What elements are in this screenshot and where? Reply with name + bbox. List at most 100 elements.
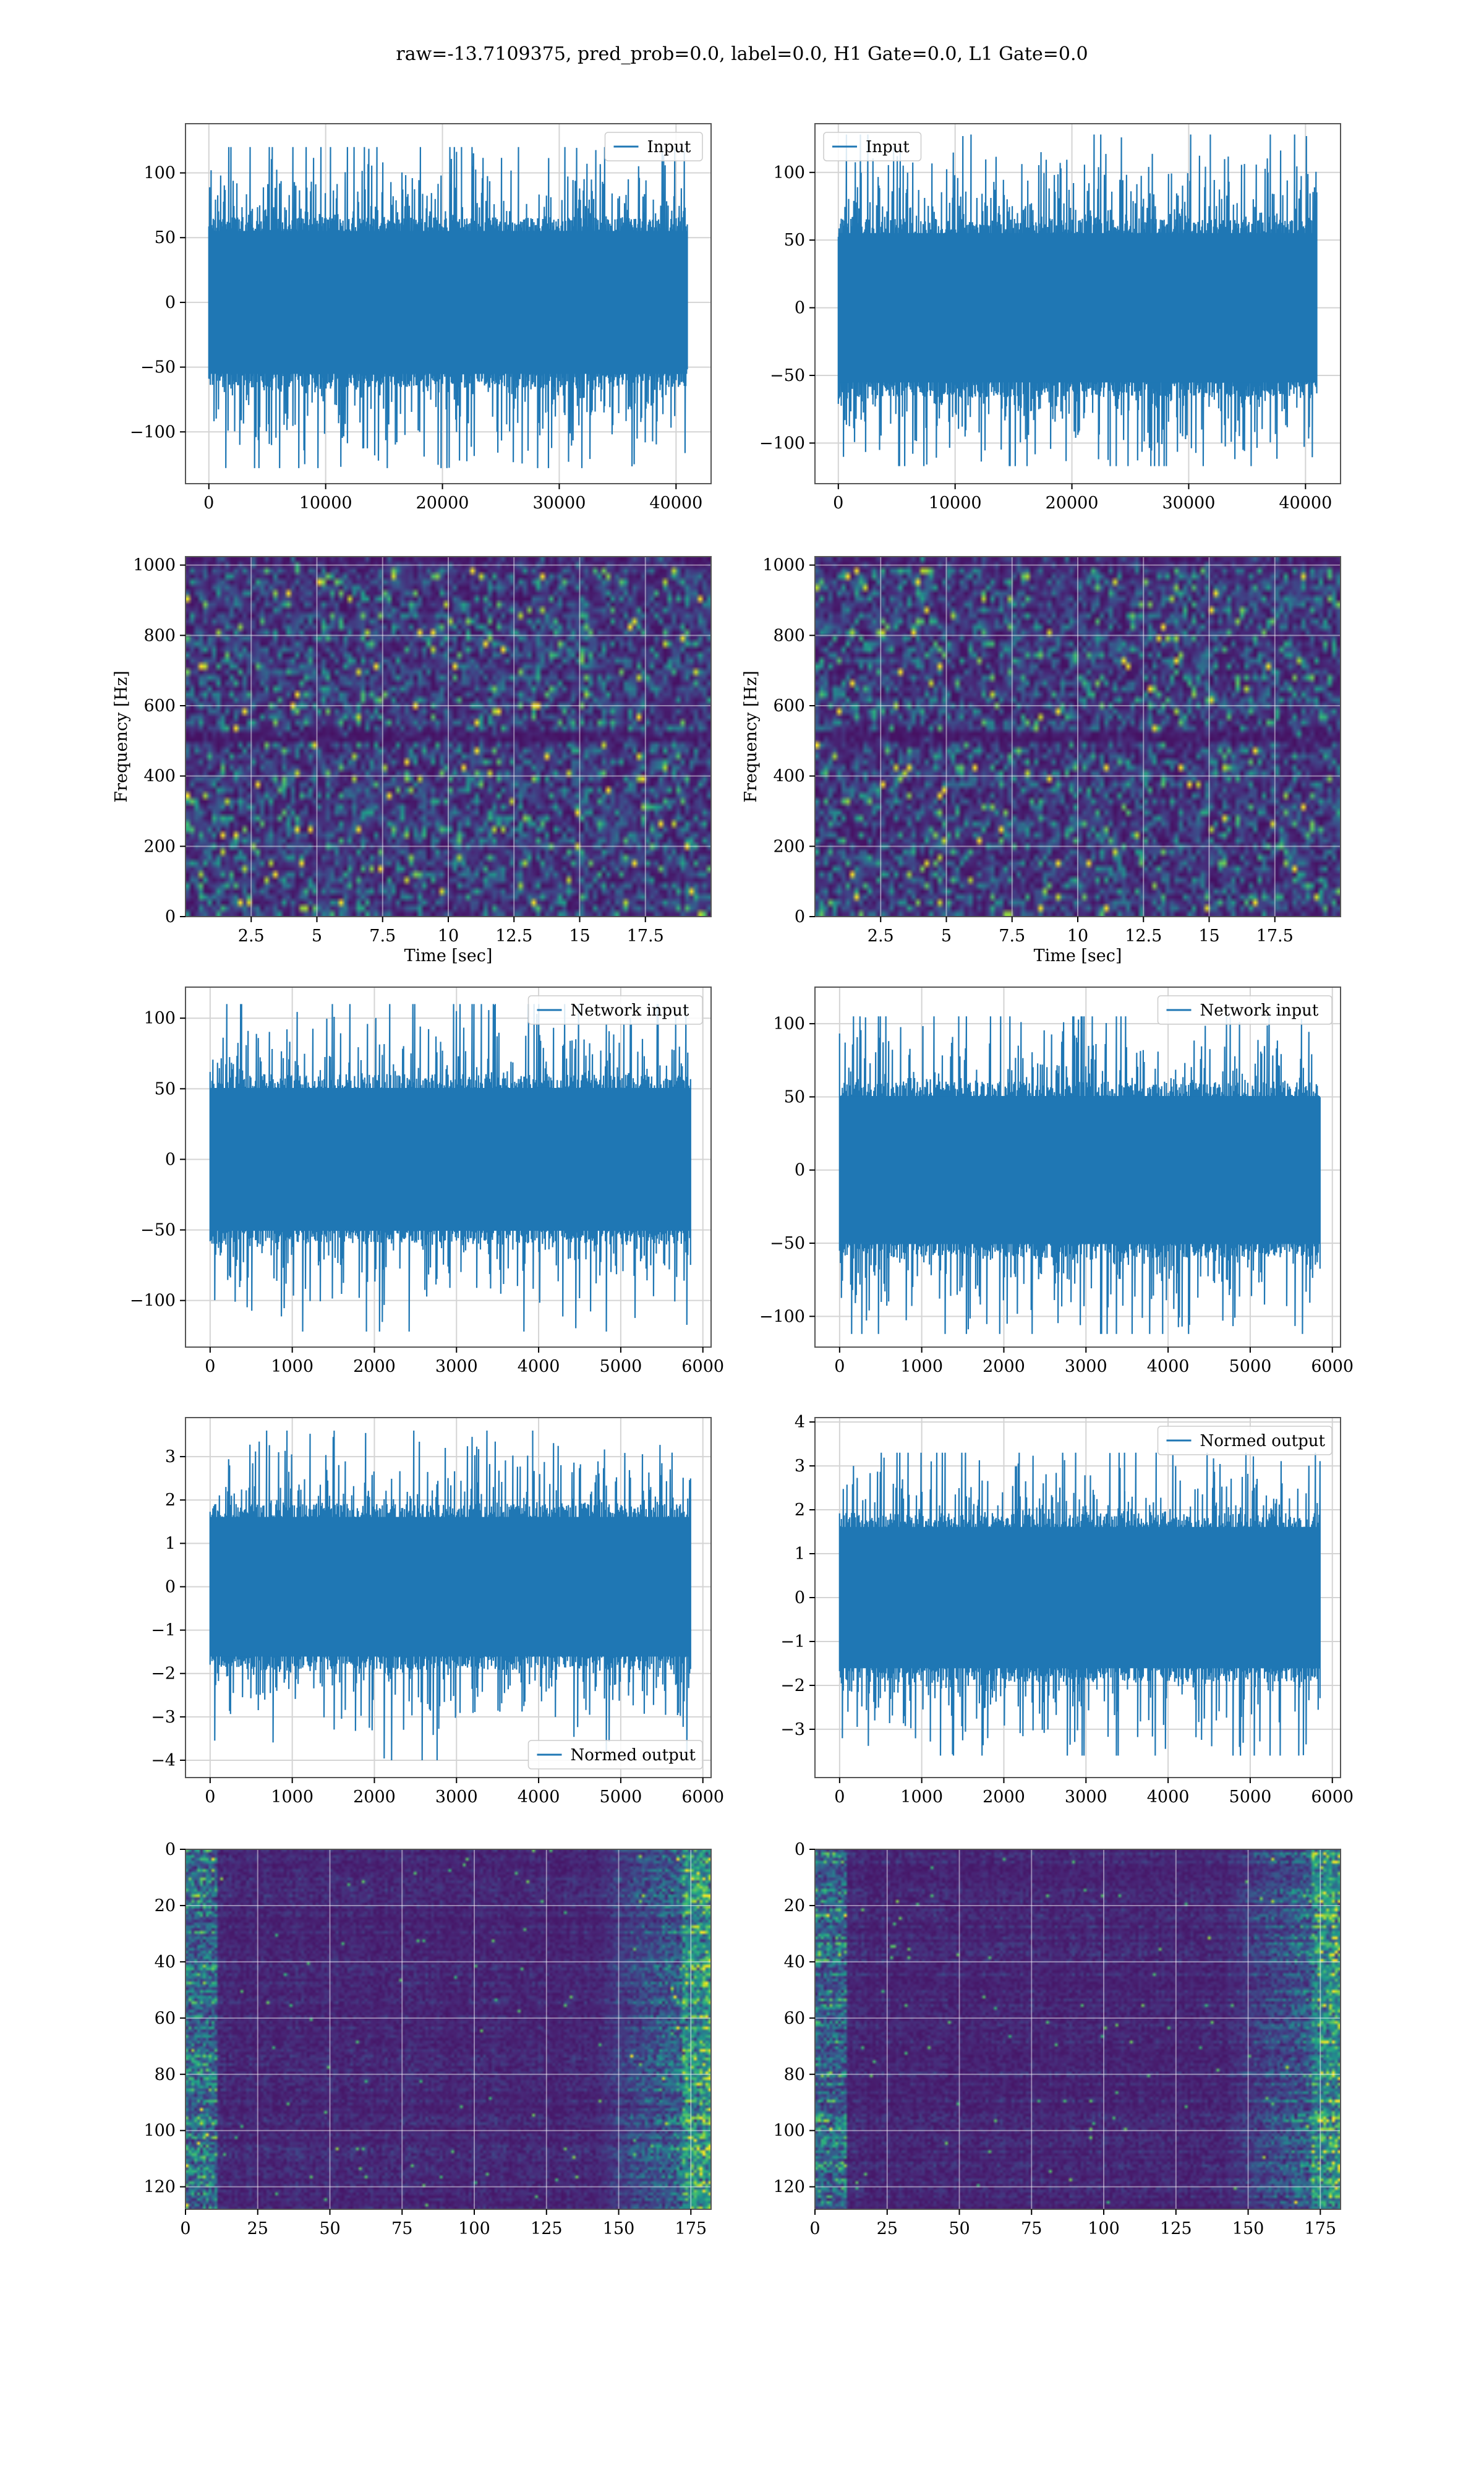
y-tick-label: 400 xyxy=(773,767,805,786)
y-tick-label: 1 xyxy=(795,1544,805,1564)
x-tick-label: 4000 xyxy=(518,1357,560,1376)
y-tick-label: 100 xyxy=(773,163,805,182)
y-tick-label: −100 xyxy=(130,422,176,442)
plot-area xyxy=(186,124,711,484)
plot-area xyxy=(815,557,1341,917)
x-tick-label: 20000 xyxy=(416,494,469,513)
x-tick-label: 2.5 xyxy=(868,927,894,946)
legend: Input xyxy=(604,132,703,161)
y-tick-label: 40 xyxy=(155,1953,176,1972)
y-tick-label: 20 xyxy=(155,1896,176,1915)
x-tick-label: 10 xyxy=(1067,927,1088,946)
plot-area xyxy=(186,557,711,917)
legend-label: Normed output xyxy=(1200,1432,1326,1450)
x-tick-label: 2.5 xyxy=(238,927,265,946)
y-tick-label: 800 xyxy=(773,626,805,645)
x-tick-label: 2000 xyxy=(983,1787,1025,1807)
x-tick-label: 0 xyxy=(205,1787,215,1807)
x-tick-label: 50 xyxy=(949,2219,970,2238)
x-tick-label: 4000 xyxy=(1147,1787,1190,1807)
legend: Normed output xyxy=(527,1740,703,1770)
x-tick-label: 12.5 xyxy=(1125,927,1162,946)
x-tick-label: 0 xyxy=(834,1787,845,1807)
x-tick-label: 5000 xyxy=(1229,1787,1272,1807)
y-tick-label: 1 xyxy=(165,1534,176,1553)
y-tick-label: −4 xyxy=(151,1751,176,1770)
y-tick-label: −100 xyxy=(759,1307,805,1326)
legend-label: Network input xyxy=(1200,1001,1319,1020)
y-tick-label: 600 xyxy=(143,696,176,716)
y-tick-label: 800 xyxy=(143,626,176,645)
x-tick-label: 25 xyxy=(247,2219,268,2238)
heatmap-image xyxy=(815,557,1341,917)
series-core-band xyxy=(210,1517,691,1657)
axes-frame xyxy=(814,1849,1341,2210)
x-tick-label: 6000 xyxy=(681,1357,724,1376)
x-tick-label: 125 xyxy=(1160,2219,1192,2238)
x-tick-label: 40000 xyxy=(1279,494,1332,513)
y-tick-label: −50 xyxy=(140,1221,176,1240)
y-tick-label: −3 xyxy=(780,1720,805,1739)
x-tick-label: 10 xyxy=(438,927,459,946)
x-tick-label: 75 xyxy=(391,2219,412,2238)
axes-frame xyxy=(185,987,712,1348)
y-tick-label: 0 xyxy=(795,1588,805,1607)
x-tick-label: 75 xyxy=(1021,2219,1042,2238)
x-tick-label: 175 xyxy=(1305,2219,1337,2238)
y-tick-label: −3 xyxy=(151,1708,176,1727)
y-tick-label: −100 xyxy=(130,1291,176,1311)
x-tick-label: 150 xyxy=(1232,2219,1264,2238)
y-tick-label: −2 xyxy=(151,1664,176,1684)
y-tick-label: 0 xyxy=(795,1840,805,1859)
axes-frame xyxy=(185,1849,712,2210)
x-tick-label: 7.5 xyxy=(369,927,396,946)
x-tick-label: 40000 xyxy=(649,494,702,513)
x-tick-label: 1000 xyxy=(271,1357,313,1376)
y-tick-label: 100 xyxy=(773,1014,805,1034)
y-tick-label: 0 xyxy=(165,1840,176,1859)
y-tick-label: 100 xyxy=(143,2121,176,2141)
y-tick-label: 1000 xyxy=(133,556,176,575)
x-tick-label: 3000 xyxy=(1065,1357,1107,1376)
heatmap-image xyxy=(815,1849,1341,2209)
plot-area xyxy=(186,987,711,1347)
x-tick-label: 1000 xyxy=(271,1787,313,1807)
x-tick-label: 2000 xyxy=(353,1357,396,1376)
y-tick-label: 0 xyxy=(795,299,805,318)
x-tick-label: 0 xyxy=(203,494,214,513)
x-tick-label: 25 xyxy=(877,2219,898,2238)
x-tick-label: 1000 xyxy=(900,1787,943,1807)
x-tick-label: 6000 xyxy=(681,1787,724,1807)
x-tick-label: 5000 xyxy=(1229,1357,1272,1376)
x-tick-label: 6000 xyxy=(1311,1357,1354,1376)
y-tick-label: 100 xyxy=(773,2121,805,2141)
x-tick-label: 7.5 xyxy=(999,927,1025,946)
y-tick-label: −2 xyxy=(780,1676,805,1695)
series-core-band xyxy=(210,1087,691,1231)
legend-label: Network input xyxy=(571,1001,689,1020)
x-tick-label: 4000 xyxy=(1147,1357,1190,1376)
x-tick-label: 125 xyxy=(531,2219,563,2238)
x-tick-label: 50 xyxy=(319,2219,340,2238)
y-tick-label: 0 xyxy=(795,1161,805,1180)
y-tick-label: 120 xyxy=(773,2178,805,2197)
x-axis-label: Time [sec] xyxy=(1034,946,1122,965)
x-tick-label: 10000 xyxy=(929,494,982,513)
x-tick-label: 5000 xyxy=(600,1787,642,1807)
x-tick-label: 100 xyxy=(458,2219,490,2238)
y-tick-label: 1000 xyxy=(762,556,805,575)
plot-area xyxy=(815,1418,1341,1778)
x-tick-label: 150 xyxy=(603,2219,635,2238)
y-tick-label: −1 xyxy=(151,1621,176,1640)
x-tick-label: 4000 xyxy=(518,1787,560,1807)
y-tick-label: 50 xyxy=(155,1079,176,1098)
